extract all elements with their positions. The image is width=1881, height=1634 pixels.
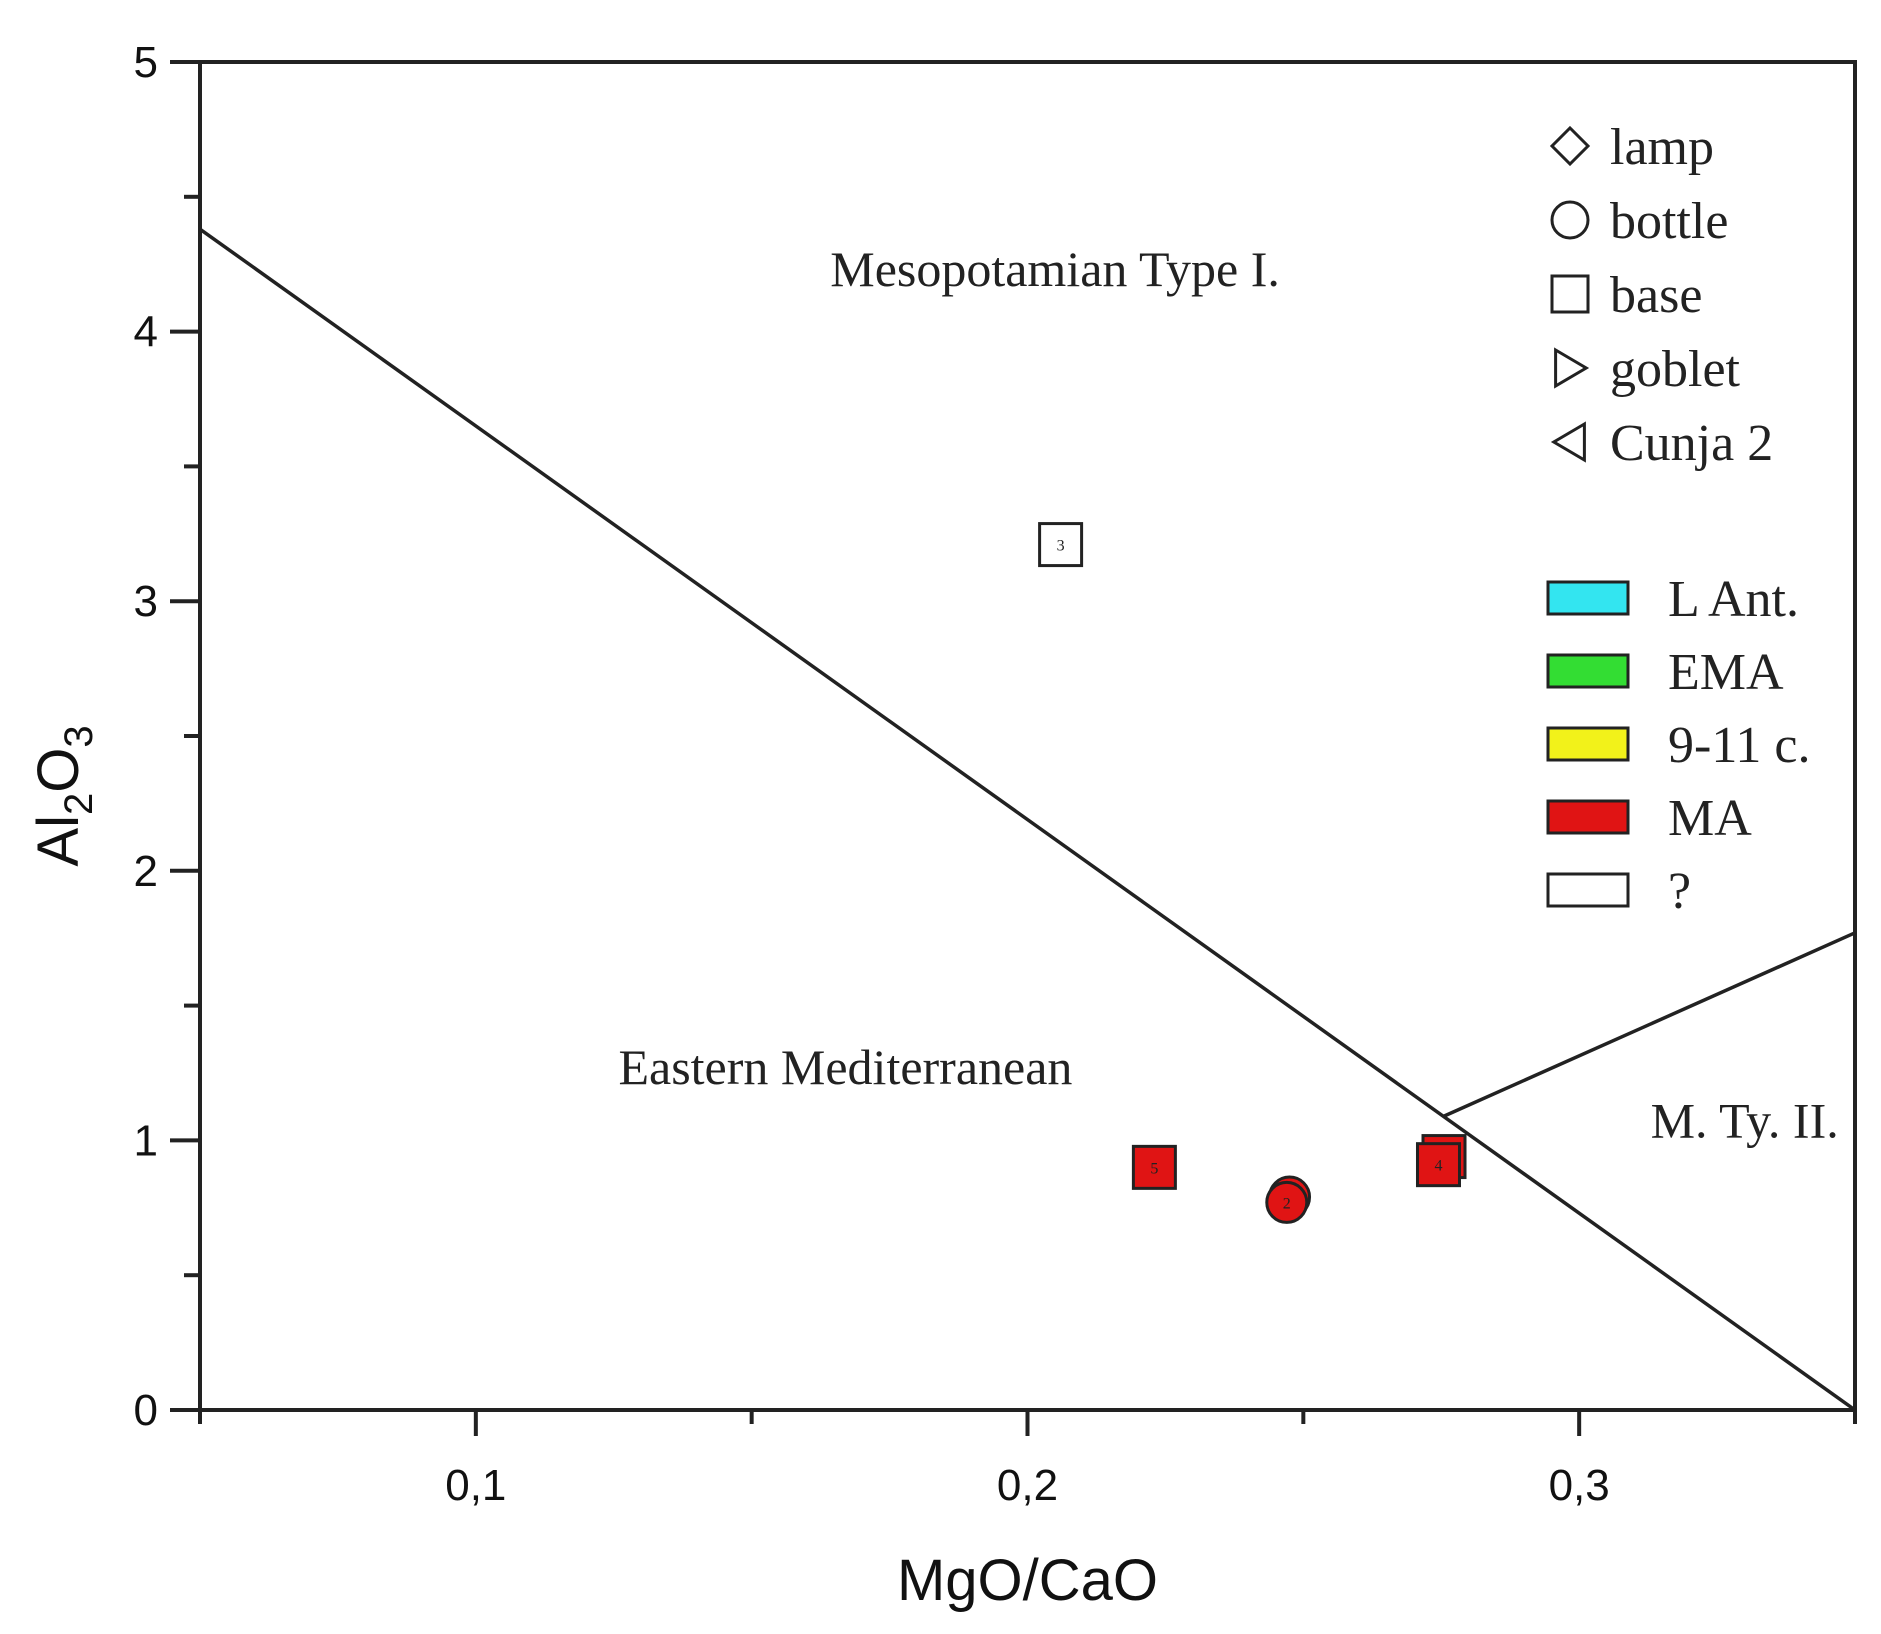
- legend-label: ?: [1668, 863, 1691, 920]
- data-point-marker: [1265, 1180, 1309, 1224]
- data-point: 4: [1415, 1142, 1461, 1188]
- data-point-marker: [1131, 1144, 1177, 1190]
- data-point: 2: [1265, 1180, 1309, 1224]
- y-tick-label: 1: [134, 1116, 158, 1165]
- legend-label: bottle: [1610, 193, 1728, 250]
- mesopotamian-type-i-label: Mesopotamian Type I.: [830, 241, 1280, 297]
- y-title-sub-2: 2: [57, 793, 101, 815]
- x-tick-label: 0,1: [445, 1461, 506, 1510]
- data-point-label: 5: [1150, 1160, 1158, 1177]
- data-point-label: 3: [1057, 538, 1065, 555]
- y-title-sub-3: 3: [57, 725, 101, 747]
- axis-ticks: 0,1 0,2 0,3 0 1 2 3 4 5: [134, 38, 1857, 1510]
- triangle-right-icon: [1554, 347, 1590, 389]
- y-title-al: Al: [26, 815, 91, 867]
- data-point-marker: [1415, 1142, 1461, 1188]
- main-boundary-line: [198, 227, 1857, 1412]
- data-point-marker: [1038, 522, 1084, 568]
- legend-swatch-item: L Ant.: [1546, 571, 1799, 628]
- data-point-label: 4: [1434, 1158, 1442, 1175]
- legend-item-bottle: bottle: [1550, 193, 1728, 250]
- legend-label: Cunja 2: [1610, 415, 1773, 472]
- y-title-o: O: [26, 748, 91, 793]
- legend: lamp bottle base goblet Cunja 2 L Ant. EMA 9-11…: [1546, 119, 1810, 920]
- legend-label: EMA: [1668, 644, 1784, 701]
- legend-swatch: [1546, 653, 1630, 689]
- legend-swatch: [1546, 872, 1630, 908]
- legend-swatch: [1546, 726, 1630, 762]
- y-tick-label: 4: [134, 308, 158, 357]
- legend-label: lamp: [1610, 119, 1714, 176]
- x-axis-title: MgO/CaO: [897, 1548, 1158, 1613]
- type-ii-boundary-line: [1443, 931, 1856, 1118]
- square-icon: [1550, 274, 1590, 314]
- y-tick-label: 0: [134, 1386, 158, 1435]
- legend-swatch-item: 9-11 c.: [1546, 717, 1810, 774]
- legend-label: base: [1610, 267, 1702, 324]
- legend-swatch: [1546, 799, 1630, 835]
- boundary-lines: [198, 227, 1857, 1412]
- eastern-mediterranean-label: Eastern Mediterranean: [618, 1039, 1072, 1095]
- legend-item-base: base: [1550, 267, 1702, 324]
- triangle-left-icon: [1550, 421, 1586, 463]
- m-ty-ii-label: M. Ty. II.: [1651, 1093, 1839, 1149]
- diamond-icon: [1549, 125, 1591, 167]
- legend-label: MA: [1668, 790, 1752, 847]
- legend-item-cunja-2: Cunja 2: [1550, 415, 1773, 472]
- y-tick-label: 5: [134, 38, 158, 87]
- data-point: 5: [1131, 1144, 1177, 1190]
- data-point: 3: [1038, 522, 1084, 568]
- y-tick-label: 2: [134, 847, 158, 896]
- legend-label: L Ant.: [1668, 571, 1799, 628]
- legend-label: goblet: [1610, 341, 1741, 398]
- data-point-label: 2: [1283, 1195, 1291, 1212]
- data-points: 3 5 2 4: [1038, 522, 1467, 1224]
- x-tick-label: 0,3: [1549, 1461, 1610, 1510]
- legend-item-goblet: goblet: [1554, 341, 1741, 398]
- legend-swatch-item: EMA: [1546, 644, 1784, 701]
- region-labels: Mesopotamian Type I. Eastern Mediterranea…: [618, 241, 1838, 1149]
- x-tick-label: 0,2: [997, 1461, 1058, 1510]
- legend-swatch-item: MA: [1546, 790, 1752, 847]
- legend-label: 9-11 c.: [1668, 717, 1810, 774]
- legend-swatch: [1546, 580, 1630, 616]
- legend-item-lamp: lamp: [1549, 119, 1714, 176]
- y-tick-label: 3: [134, 577, 158, 626]
- circle-icon: [1550, 200, 1590, 240]
- legend-swatch-item: ?: [1546, 863, 1691, 920]
- y-axis-title: Al2O3: [26, 725, 101, 866]
